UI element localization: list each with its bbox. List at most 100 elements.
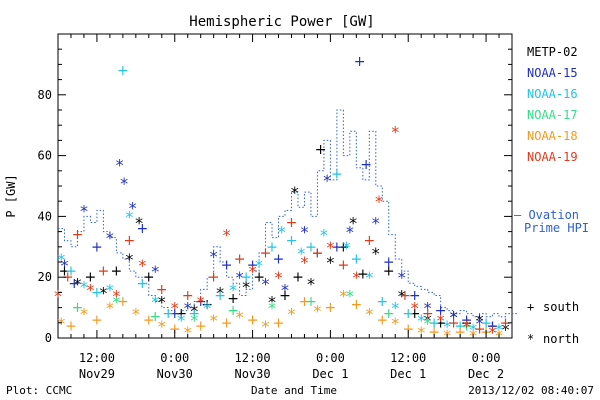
series-noaa-17: + *+ * + * + *+ * + (72, 286, 473, 334)
data-point: * (372, 213, 380, 232)
data-point: * (86, 280, 94, 299)
data-point: + (91, 239, 103, 255)
data-point: + (474, 321, 486, 337)
ovation-step-line (58, 109, 519, 318)
data-point: + (65, 264, 77, 280)
data-point: * (424, 311, 432, 330)
data-point: * (339, 286, 347, 305)
data-point: + (454, 324, 466, 340)
data-point: * (469, 320, 477, 339)
x-tick-label-date: Dec 2 (468, 367, 504, 381)
ovation-label-line1: — Ovation (514, 208, 579, 222)
data-point: + (315, 142, 327, 158)
legend: METP-02 NOAA-15 NOAA-16 NOAA-17 NOAA-18 NOAA-… (527, 45, 578, 164)
data-point: + (402, 306, 414, 322)
x-axis-label: Date and Time (251, 384, 337, 397)
data-point: * (398, 268, 406, 287)
legend-entry-noaa-19: NOAA-19 (527, 150, 578, 164)
data-point: + (286, 233, 298, 249)
data-point: * (424, 299, 432, 318)
data-point: + (435, 315, 447, 331)
x-tick-label-date: Nov30 (157, 367, 193, 381)
data-point: + (354, 54, 366, 70)
data-point: * (352, 268, 360, 287)
data-point: * (125, 207, 133, 226)
data-point: + (325, 300, 337, 316)
data-point: * (151, 262, 159, 281)
data-point: + (188, 306, 200, 322)
x-tick-label-date: Nov29 (79, 367, 115, 381)
data-point: * (129, 198, 137, 217)
data-point: * (391, 122, 399, 141)
data-point: + (273, 251, 285, 267)
data-point: + (305, 239, 317, 255)
footer-timestamp: 2013/12/02 08:40:07 (468, 384, 594, 397)
data-point: * (223, 226, 231, 245)
data-point: + (136, 276, 148, 292)
data-point: * (424, 314, 432, 333)
data-point: * (437, 311, 445, 330)
data-point: * (287, 305, 295, 324)
data-point: + (487, 318, 499, 334)
data-point: + (123, 233, 135, 249)
data-point: + (363, 233, 375, 249)
data-point: + (247, 312, 259, 328)
data-point: * (112, 286, 120, 305)
data-point: * (158, 317, 166, 336)
data-point: + (428, 324, 440, 340)
data-point: * (151, 293, 159, 312)
data-point: * (391, 314, 399, 333)
data-point: + (143, 270, 155, 286)
data-point: * (125, 250, 133, 269)
x-tick-label-time: 12:00 (235, 351, 271, 365)
y-tick-label: 40 (38, 209, 52, 223)
data-point: + (182, 288, 194, 304)
data-point: * (343, 238, 351, 257)
data-point: * (262, 274, 270, 293)
data-point: + (221, 258, 233, 274)
data-point: * (184, 323, 192, 342)
marker-legend-north: north (543, 332, 579, 346)
data-point: + (383, 306, 395, 322)
data-point: * (99, 283, 107, 302)
data-point: * (190, 311, 198, 330)
series-noaa-15: *+*+ ****+*+ * +* +*+*+**+*+*++*+*+* + * + * + (60, 54, 498, 334)
data-point: + (312, 245, 324, 261)
data-point: * (60, 256, 68, 275)
series-noaa-16: *+* + *+*+*+ * + *+ *+*+* +* +*+*+*+ * + * + * + * + * (57, 63, 503, 339)
data-point: * (346, 223, 354, 242)
x-tick-label-date: Dec 1 (312, 367, 348, 381)
data-point: + (91, 312, 103, 328)
data-point: + (305, 294, 317, 310)
data-point: + (136, 221, 148, 237)
data-point: + (162, 306, 174, 322)
x-tick-label-time: 12:00 (390, 351, 426, 365)
data-point: * (476, 314, 484, 333)
data-point: * (489, 323, 497, 342)
data-point: + (59, 264, 71, 280)
legend-entry-noaa-16: NOAA-16 (527, 87, 578, 101)
data-point: + (500, 315, 512, 331)
data-point: * (132, 305, 140, 324)
data-point: + (247, 258, 259, 274)
data-point: * (106, 299, 114, 318)
data-point: * (268, 293, 276, 312)
x-tick-label-time: 12:00 (79, 351, 115, 365)
data-point: + (201, 297, 213, 313)
legend-entry-noaa-18: NOAA-18 (527, 129, 578, 143)
data-point: * (236, 268, 244, 287)
data-point: * (450, 308, 458, 327)
marker-legend-south-symbol: + (527, 300, 534, 314)
data-point: * (300, 223, 308, 242)
data-point: + (487, 318, 499, 334)
x-tick-label-date: Dec 1 (390, 367, 426, 381)
data-point: + (143, 312, 155, 328)
data-point: * (417, 311, 425, 330)
data-point: + (65, 318, 77, 334)
data-point: * (417, 323, 425, 342)
data-point: + (376, 312, 388, 328)
data-point: + (195, 318, 207, 334)
data-point: * (106, 229, 114, 248)
data-point: + (454, 318, 466, 334)
data-point: * (443, 317, 451, 336)
